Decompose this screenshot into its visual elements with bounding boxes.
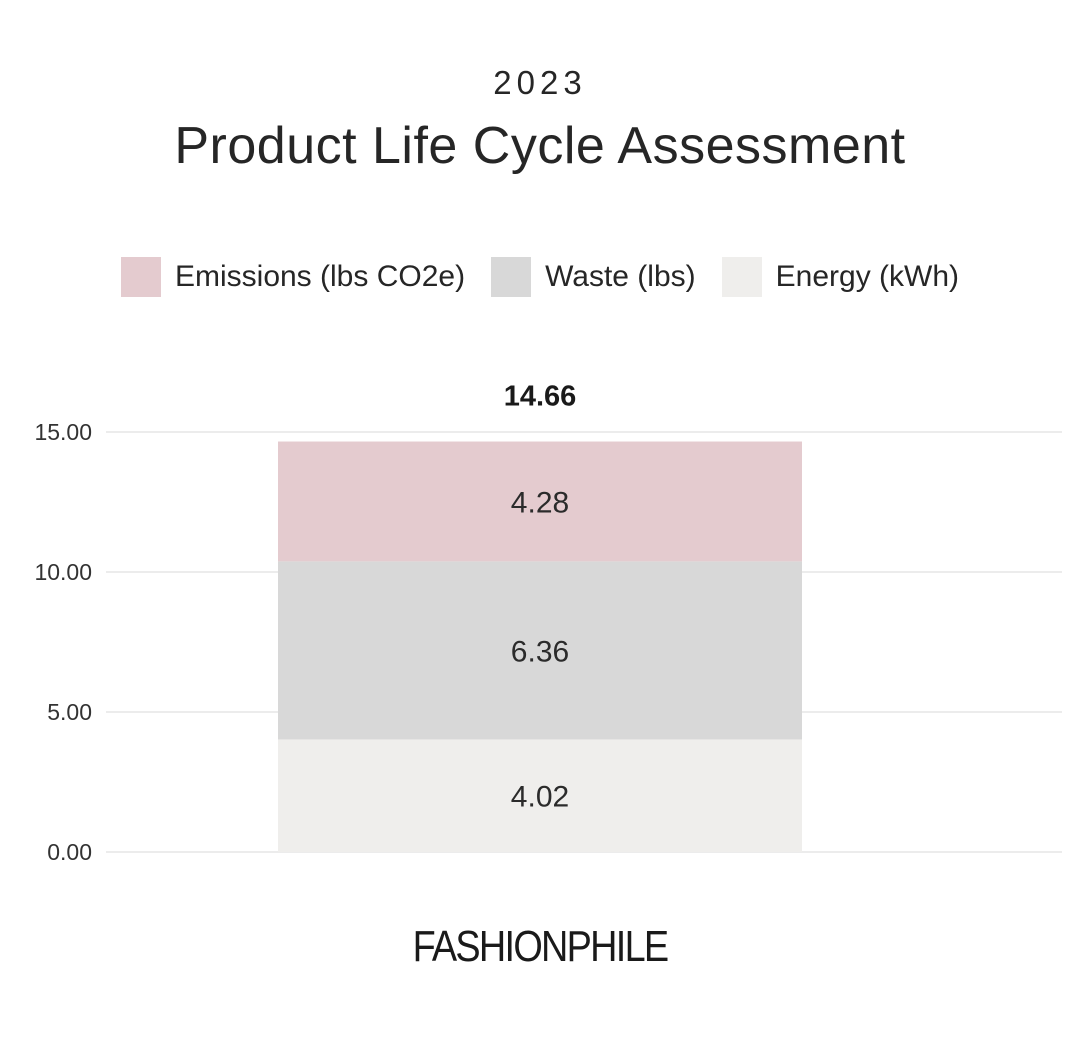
legend-swatch-energy (721, 257, 762, 297)
legend-label-emissions: Emissions (lbs CO2e) (174, 260, 466, 293)
chart-year: 2023 (493, 64, 587, 101)
data-label-1: 6.36 (511, 635, 569, 668)
bar-segment-0 (278, 739, 802, 852)
y-tick-label-1: 5.00 (47, 699, 92, 725)
legend-item-emissions: Emissions (lbs CO2e) (120, 257, 466, 297)
legend-item-waste: Waste (lbs) (491, 257, 696, 297)
y-tick-label-0: 0.00 (47, 839, 92, 865)
legend-swatch-emissions (120, 257, 161, 297)
bar-segment-1 (278, 561, 802, 740)
legend-item-energy: Energy (kWh) (721, 257, 960, 297)
bar-segment-2 (278, 441, 802, 562)
data-label-2: 4.28 (511, 486, 569, 519)
fashionphile-logo: FASHIONPHILE (412, 922, 670, 971)
legend: Emissions (lbs CO2e) Waste (lbs) Energy … (0, 256, 1080, 298)
legend-label-waste: Waste (lbs) (545, 260, 696, 293)
total-label: 14.66 (504, 381, 577, 413)
y-tick-label-3: 15.00 (34, 419, 92, 445)
legend-label-energy: Energy (kWh) (775, 260, 960, 293)
data-label-0: 4.02 (511, 781, 569, 814)
chart-title: Product Life Cycle Assessment (174, 117, 906, 175)
y-tick-label-2: 10.00 (34, 559, 92, 585)
legend-swatch-waste (491, 257, 532, 297)
stacked-bar-chart: 0.00 5.00 10.00 15.00 4.02 6.36 4.28 14.66 (34, 381, 1062, 865)
